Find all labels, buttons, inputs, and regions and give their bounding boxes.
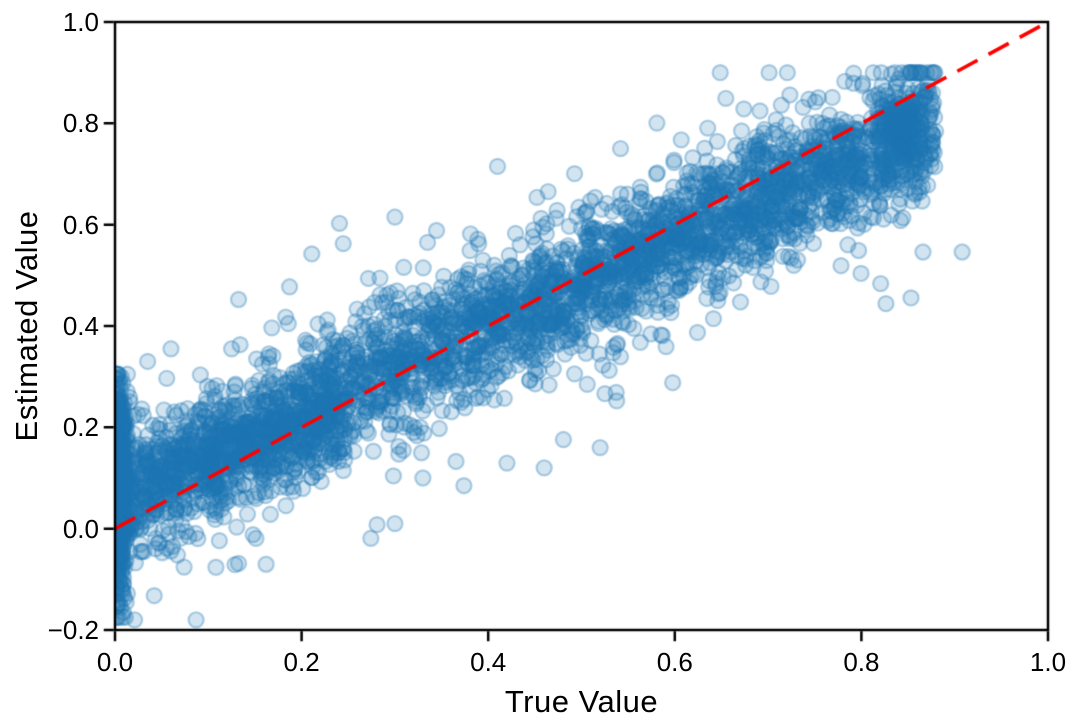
y-tick-label: −0.2	[47, 615, 99, 645]
y-tick-label: 0.8	[62, 108, 99, 139]
y-tick-label: 0.2	[62, 412, 99, 443]
y-tick-label: 0.0	[62, 513, 99, 544]
x-axis-label: True Value	[504, 684, 659, 719]
y-axis-label: Estimated Value	[9, 210, 44, 442]
x-tick-label: 0.6	[656, 647, 693, 677]
x-tick-label: 0.0	[96, 647, 134, 677]
y-tick-label: 1.0	[62, 7, 99, 37]
x-tick-label: 0.8	[843, 647, 880, 677]
x-tick-label: 0.2	[283, 647, 320, 677]
y-tick-label: 0.4	[62, 311, 99, 341]
y-tick-label: 0.6	[62, 209, 99, 240]
x-tick-label: 0.4	[470, 647, 507, 677]
x-tick-label: 1.0	[1029, 647, 1067, 677]
